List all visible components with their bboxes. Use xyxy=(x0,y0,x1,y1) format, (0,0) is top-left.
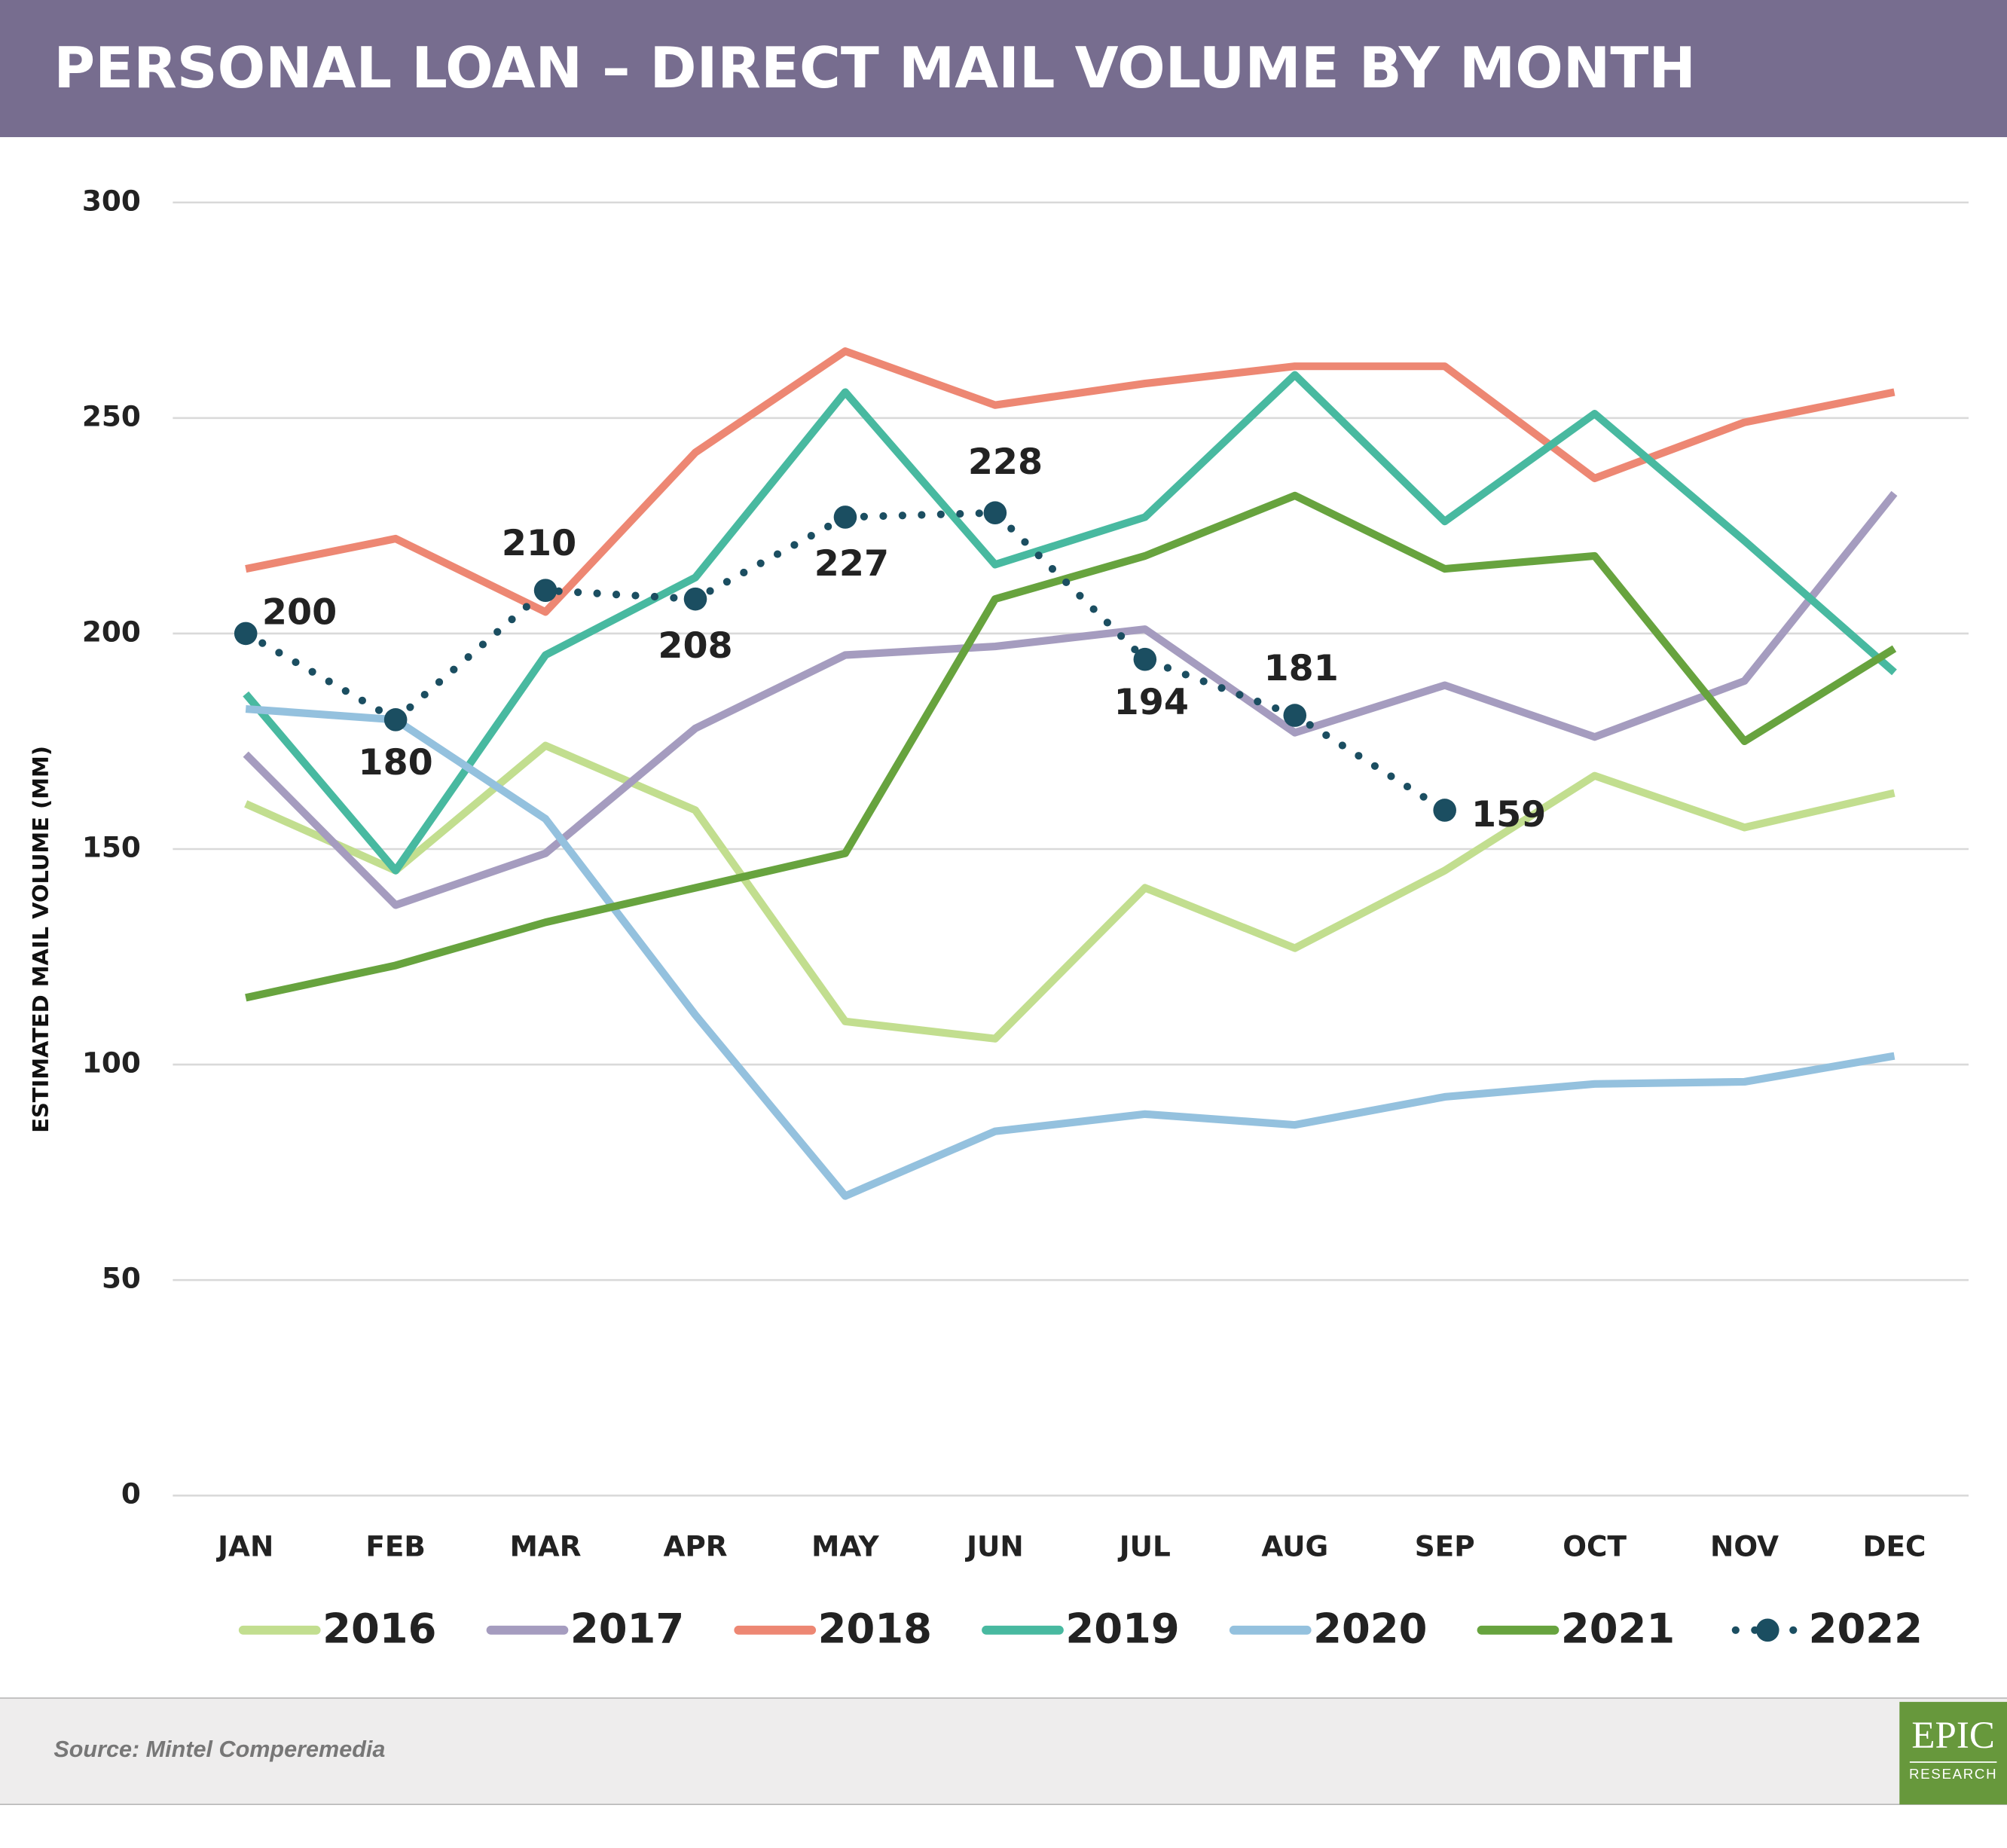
x-tick-label: DEC xyxy=(1863,1529,1926,1562)
data-label: 180 xyxy=(358,742,432,783)
point xyxy=(683,587,707,611)
series-line xyxy=(244,741,1896,1043)
point xyxy=(833,506,857,529)
footer-band xyxy=(0,1697,2007,1805)
x-tick-label: AUG xyxy=(1261,1529,1328,1562)
y-tick-label: 250 xyxy=(82,399,141,432)
legend-label: 2018 xyxy=(818,1605,932,1653)
x-tick-label: OCT xyxy=(1563,1529,1627,1562)
x-tick-label: FEB xyxy=(365,1529,426,1562)
x-tick-label: JUL xyxy=(1117,1529,1171,1562)
legend-marker xyxy=(1756,1618,1779,1642)
legend-label: 2019 xyxy=(1065,1605,1179,1653)
data-label: 227 xyxy=(814,543,889,585)
data-label: 200 xyxy=(262,591,337,633)
point xyxy=(383,708,408,732)
data-label: 210 xyxy=(502,523,576,564)
series-line xyxy=(245,347,1896,616)
y-tick-label: 50 xyxy=(102,1262,141,1295)
y-tick-label: 100 xyxy=(82,1046,141,1080)
logo-text: EPIC xyxy=(1911,1715,1994,1757)
x-tick-label: JUN xyxy=(964,1529,1024,1562)
x-tick-label: NOV xyxy=(1710,1529,1779,1562)
title-bar xyxy=(0,0,2007,138)
legend-label: 2020 xyxy=(1313,1605,1427,1653)
series-line xyxy=(245,491,1897,1002)
series-line xyxy=(245,704,1896,1200)
y-tick-label: 200 xyxy=(82,615,141,648)
legend-label: 2017 xyxy=(570,1605,684,1653)
legend-label: 2016 xyxy=(322,1605,436,1653)
point xyxy=(1133,647,1157,671)
series-line xyxy=(243,490,1898,909)
legend-label: 2021 xyxy=(1561,1605,1675,1653)
logo xyxy=(1899,1702,2007,1805)
point xyxy=(234,622,258,646)
x-tick-label: APR xyxy=(663,1529,727,1562)
x-tick-label: MAY xyxy=(811,1529,880,1562)
point xyxy=(1283,704,1307,727)
y-tick-label: 0 xyxy=(121,1477,141,1510)
data-label: 194 xyxy=(1114,682,1189,723)
y-axis-label: ESTIMATED MAIL VOLUME (MM) xyxy=(28,746,53,1133)
logo-text: RESEARCH xyxy=(1909,1766,1997,1782)
y-tick-label: 150 xyxy=(82,830,141,863)
x-tick-label: JAN xyxy=(215,1529,273,1562)
series-line xyxy=(243,371,1897,875)
data-label: 228 xyxy=(968,441,1043,483)
x-tick-label: MAR xyxy=(510,1529,582,1562)
x-tick-label: SEP xyxy=(1415,1529,1475,1562)
chart-title: PERSONAL LOAN – DIRECT MAIL VOLUME BY MO… xyxy=(53,35,1696,101)
data-label: 208 xyxy=(658,625,732,667)
data-label: 159 xyxy=(1471,794,1546,835)
point xyxy=(1433,799,1456,822)
data-label: 181 xyxy=(1264,648,1339,689)
source: Source: Mintel Comperemedia xyxy=(53,1737,385,1762)
legend-label: 2022 xyxy=(1809,1605,1923,1653)
point xyxy=(533,579,558,603)
point xyxy=(983,501,1007,525)
y-tick-label: 300 xyxy=(82,184,141,217)
